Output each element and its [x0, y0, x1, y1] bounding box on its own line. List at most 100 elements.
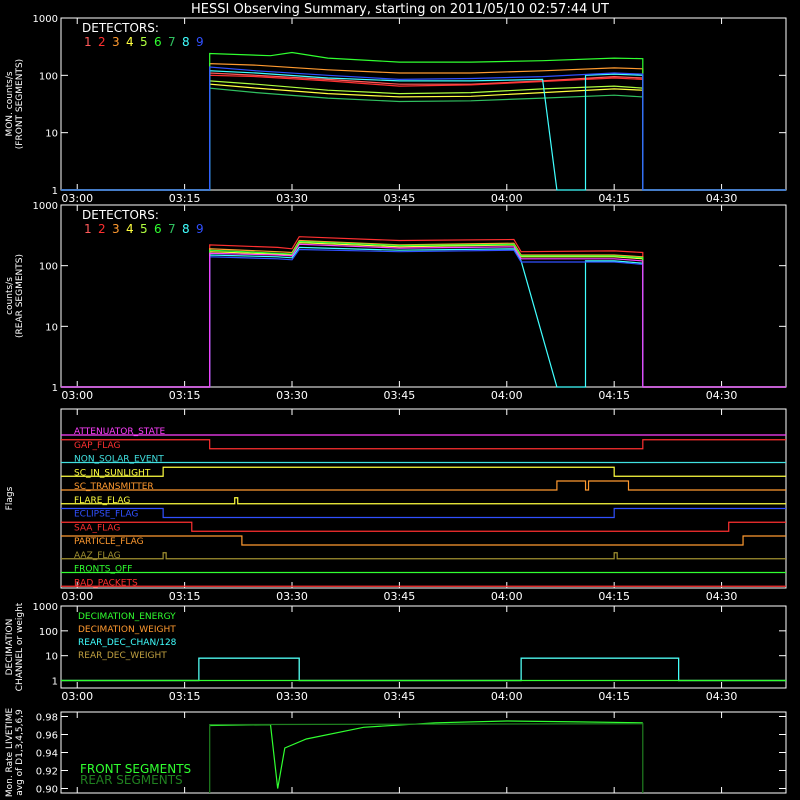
x-tick-label: 03:45 [384, 389, 416, 402]
legend-entry: DECIMATION_ENERGY [78, 612, 176, 622]
y-axis-label: Mon. Rate LIVETIME [5, 708, 15, 798]
legend-entry: REAR_DEC_CHAN/128 [78, 638, 177, 648]
y-tick-label: 100 [39, 71, 58, 82]
x-tick-label: 03:15 [169, 690, 201, 703]
x-tick-label: 03:30 [276, 590, 308, 603]
legend-digit-8: 8 [182, 222, 190, 236]
y-tick-label: 1000 [33, 201, 58, 212]
legend-digit-6: 6 [154, 35, 162, 49]
figure-title: HESSI Observing Summary, starting on 201… [191, 2, 609, 17]
legend-digit-5: 5 [140, 35, 148, 49]
flag-line-flare_flag [61, 497, 786, 505]
legend-digit-3: 3 [112, 35, 120, 49]
x-tick-label: 04:30 [706, 590, 738, 603]
legend-digit-9: 9 [196, 222, 204, 236]
x-tick-label: 04:30 [706, 690, 738, 703]
y-tick-label: 0.92 [36, 767, 58, 778]
panel-frame [60, 204, 787, 388]
panel-frame [60, 17, 787, 191]
x-tick-label: 03:30 [276, 690, 308, 703]
flag-label: PARTICLE_FLAG [74, 537, 144, 547]
flag-line-sc_in_sunlight [61, 466, 786, 477]
y-tick-label: 1 [52, 383, 58, 394]
y-axis-label: CHANNEL or weight [15, 602, 25, 691]
y-tick-label: 100 [39, 627, 58, 638]
panels-layer: 1 10 100 1000 03:00 03:15 03:30 03:45 04:00 04:15… [5, 14, 787, 798]
flag-label: NON_SOLAR_EVENT [74, 455, 164, 465]
flag-label: FLARE_FLAG [74, 496, 130, 506]
y-tick-label: 10 [45, 652, 58, 663]
y-tick-label: 10 [45, 129, 58, 140]
x-tick-label: 03:45 [384, 590, 416, 603]
flag-label: SC_IN_SUNLIGHT [74, 468, 151, 478]
legend-digit-4: 4 [126, 222, 134, 236]
flag-label: AAZ_FLAG [74, 551, 121, 561]
y-axis-label: (FRONT SEGMENTS) [15, 59, 25, 149]
legend-digit-2: 2 [98, 222, 106, 236]
legend-digit-7: 7 [168, 35, 176, 49]
series-line-2 [209, 723, 644, 793]
y-axis-label: MON. counts/s [5, 71, 15, 136]
legend-entry: REAR SEGMENTS [80, 773, 183, 787]
x-tick-label: 03:00 [61, 389, 93, 402]
x-tick-label: 04:30 [706, 389, 738, 402]
x-tick-label: 04:15 [598, 690, 630, 703]
y-tick-label: 1 [52, 186, 58, 197]
x-tick-label: 03:00 [61, 690, 93, 703]
x-tick-label: 04:15 [598, 389, 630, 402]
legend-digit-1: 1 [84, 222, 92, 236]
y-axis-label: (REAR SEGMENTS) [15, 254, 25, 338]
x-tick-label: 04:15 [598, 590, 630, 603]
x-tick-label: 03:15 [169, 389, 201, 402]
series-line-9 [61, 66, 786, 191]
legend-entry: FRONT SEGMENTS [80, 762, 191, 776]
flag-line-sc_transmitter [61, 480, 786, 491]
panel-decimation: 1 10 100 1000 03:00 03:15 03:30 03:45 04:00 04:15… [5, 602, 787, 703]
legend-title: DETECTORS: [82, 21, 159, 35]
y-tick-label: 0.96 [36, 731, 58, 742]
legend-digit-5: 5 [140, 222, 148, 236]
series-line-5 [61, 246, 786, 388]
panel-frame [60, 605, 787, 689]
legend-digit-6: 6 [154, 222, 162, 236]
y-tick-label: 1000 [33, 14, 58, 25]
legend-digit-9: 9 [196, 35, 204, 49]
panel-rear: 1 10 100 1000 03:00 03:15 03:30 03:45 04:00 04:15… [5, 201, 787, 402]
series-line-8 [61, 70, 786, 191]
flag-label: SAA_FLAG [74, 523, 120, 533]
legend-digit-7: 7 [168, 222, 176, 236]
x-tick-label: 04:30 [706, 192, 738, 205]
series-line-1 [209, 720, 643, 789]
x-tick-label: 03:15 [169, 590, 201, 603]
x-tick-label: 03:15 [169, 192, 201, 205]
y-tick-label: 0.90 [36, 785, 58, 796]
flag-label: SC_TRANSMITTER [74, 482, 154, 492]
series-line-6 [61, 51, 786, 191]
x-tick-label: 04:00 [491, 192, 523, 205]
legend-digit-1: 1 [84, 35, 92, 49]
y-tick-label: 100 [39, 262, 58, 273]
flag-label: BAD_PACKETS [74, 578, 138, 588]
legend-digit-4: 4 [126, 35, 134, 49]
series-line-4 [61, 240, 786, 388]
legend-digit-8: 8 [182, 35, 190, 49]
flag-label: ECLIPSE_FLAG [74, 510, 138, 520]
flag-label: FRONTS_OFF [74, 565, 132, 575]
y-tick-label: 1 [52, 677, 58, 688]
y-axis-label: DECIMATION [5, 619, 15, 676]
y-tick-label: 10 [45, 322, 58, 333]
x-tick-label: 04:00 [491, 690, 523, 703]
x-tick-label: 03:30 [276, 389, 308, 402]
flag-line-particle_flag [61, 535, 786, 546]
flag-label: GAP_FLAG [74, 441, 120, 451]
y-tick-label: 1000 [33, 602, 58, 613]
series-line-1 [61, 236, 786, 388]
y-tick-label: 0.98 [36, 713, 58, 724]
legend-title: DETECTORS: [82, 208, 159, 222]
flag-line-gap_flag [61, 439, 786, 450]
x-tick-label: 03:45 [384, 690, 416, 703]
y-axis-label: avg of D1,3,4,5,6,9 [15, 709, 25, 796]
series-line-7 [61, 243, 786, 388]
panel-flags: 03:00 03:15 03:30 03:45 04:00 04:15 04:30 Flags… [5, 408, 787, 603]
